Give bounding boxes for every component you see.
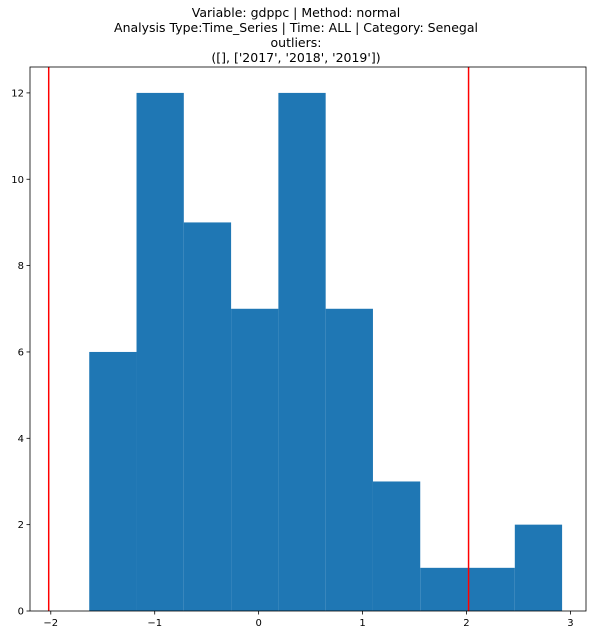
x-tick-label: −1: [147, 618, 162, 629]
bars-layer: [89, 92, 563, 611]
x-tick-label: −2: [43, 618, 58, 629]
y-tick-label: 10: [11, 175, 24, 186]
y-tick-label: 4: [18, 434, 24, 445]
histogram-bar-3: [183, 222, 232, 611]
histogram-bar-5: [278, 92, 326, 611]
histogram-bar-8: [420, 567, 468, 611]
y-tick-label: 8: [18, 261, 24, 272]
title-line-2: Analysis Type:Time_Series | Time: ALL | …: [114, 20, 478, 35]
x-tick-label: 0: [255, 618, 261, 629]
y-tick-label: 6: [18, 347, 24, 358]
x-tick-label: 2: [463, 618, 469, 629]
histogram-bar-2: [136, 92, 184, 611]
y-tick-label: 12: [11, 88, 24, 99]
x-tick-label: 1: [359, 618, 365, 629]
title-line-3: outliers:: [270, 35, 322, 50]
title-line-1: Variable: gdppc | Method: normal: [191, 5, 401, 20]
title-line-4: ([], ['2017', '2018', '2019']): [211, 50, 381, 65]
y-tick-label: 0: [18, 607, 24, 618]
outlier-threshold-lines: [47, 67, 470, 611]
histogram-bar-6: [325, 308, 373, 611]
histogram-bar-10: [514, 524, 563, 611]
y-tick-label: 2: [18, 520, 24, 531]
histogram-bar-4: [231, 308, 279, 611]
histogram-bar-1: [89, 351, 137, 611]
plot-frame: [29, 66, 587, 612]
histogram-bar-7: [372, 481, 421, 611]
chart-title: Variable: gdppc | Method: normal Analysi…: [0, 5, 592, 65]
x-tick-label: 3: [567, 618, 573, 629]
histogram-bar-9: [467, 567, 515, 611]
